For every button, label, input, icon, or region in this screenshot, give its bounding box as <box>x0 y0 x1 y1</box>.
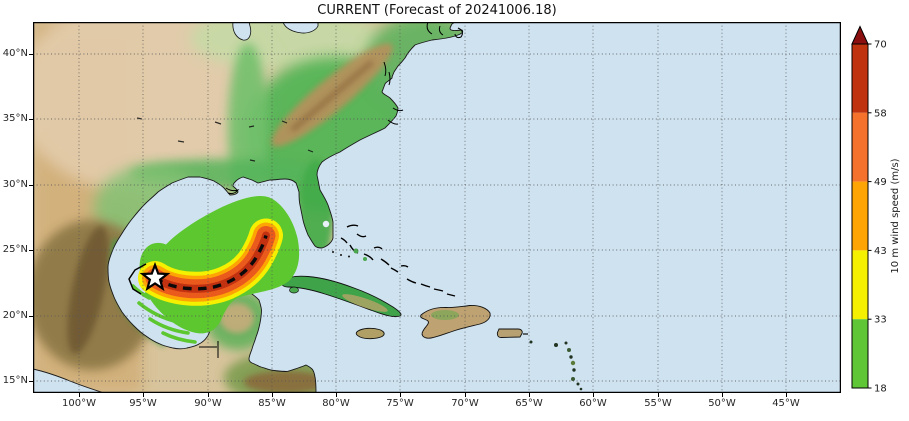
lon-tick-label: 100°W <box>57 397 101 411</box>
lon-tick-label: 50°W <box>700 397 744 411</box>
puerto-rico-island <box>497 329 522 338</box>
colorbar-tick-label: 49 <box>874 177 887 188</box>
lat-tick-label: 25°N <box>0 244 28 256</box>
colorbar-tick-label: 70 <box>874 40 887 51</box>
lon-tick-label: 75°W <box>378 397 422 411</box>
bahama-island <box>363 257 367 261</box>
colorbar-segment <box>852 182 868 251</box>
map-plot <box>33 22 841 393</box>
lon-tick-label: 45°W <box>764 397 808 411</box>
lat-tick-label: 40°N <box>0 48 28 60</box>
lake-okeechobee <box>323 221 329 227</box>
lon-tick-label: 90°W <box>186 397 230 411</box>
lon-tick-label: 55°W <box>636 397 680 411</box>
colorbar-tick-label: 58 <box>874 108 887 119</box>
andros-island <box>354 249 359 254</box>
lon-tick-label: 85°W <box>250 397 294 411</box>
lat-tick-label: 15°N <box>0 375 28 387</box>
jamaica-island <box>356 328 384 338</box>
forecast-figure: CURRENT (Forecast of 20241006.18) 40°N 3… <box>0 0 909 421</box>
colorbar-segment <box>852 113 868 182</box>
lon-tick-label: 65°W <box>507 397 551 411</box>
lat-tick-label: 35°N <box>0 113 28 125</box>
colorbar-tick-label: 43 <box>874 246 887 257</box>
lon-tick-label: 60°W <box>571 397 615 411</box>
colorbar-ticks <box>868 44 872 388</box>
isle-of-youth <box>290 287 299 293</box>
colorbar-overflow-triangle <box>852 27 868 45</box>
colorbar-axis-label: 10 m wind speed (m/s) <box>890 158 901 273</box>
lat-tick-label: 30°N <box>0 179 28 191</box>
colorbar-segment <box>852 250 868 319</box>
lon-tick-label: 80°W <box>314 397 358 411</box>
colorbar-segment <box>852 319 868 388</box>
lat-tick-label: 20°N <box>0 310 28 322</box>
colorbar-tick-label: 33 <box>874 315 887 326</box>
colorbar-segment <box>852 44 868 113</box>
colorbar: 70 58 49 43 33 18 10 m wind speed (m/s) <box>844 20 909 405</box>
lon-tick-label: 70°W <box>443 397 487 411</box>
colorbar-tick-label: 18 <box>874 384 887 395</box>
figure-title: CURRENT (Forecast of 20241006.18) <box>33 3 841 18</box>
hispaniola-terrain <box>431 310 459 320</box>
lon-tick-label: 95°W <box>121 397 165 411</box>
